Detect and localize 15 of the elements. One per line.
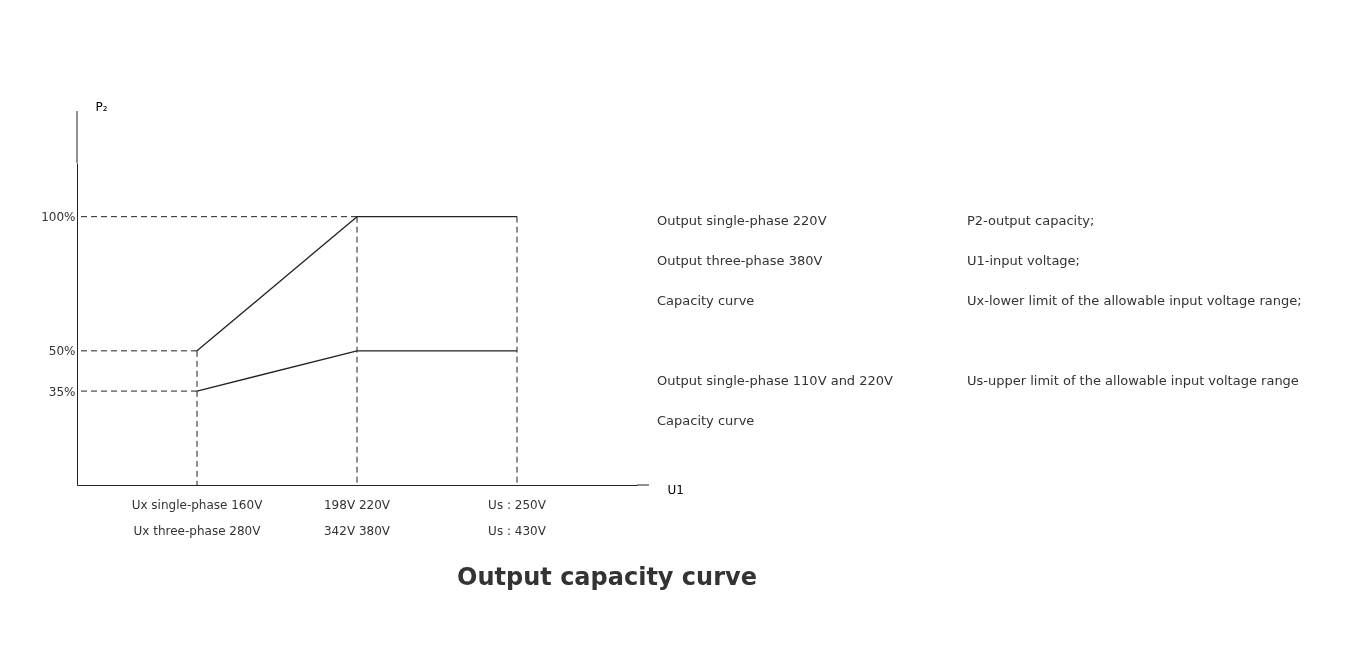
x-tick-label: Us : 250V Us : 430V	[488, 497, 547, 538]
y-axis-title: P₂	[95, 99, 108, 114]
text: Output capacity curve	[457, 563, 757, 591]
text: U1-input voltage;	[967, 253, 1081, 268]
text: Us-upper limit of the allowable input voltage range	[967, 373, 1299, 388]
x-tick-label: 198V 220V 342V 380V	[323, 497, 391, 538]
text: Output single-phase 220V Output three-phase 380V Capacity curve	[657, 213, 827, 308]
y-tick-label: 50%	[48, 344, 76, 359]
x-axis-title: U1	[667, 482, 684, 497]
y-tick-label: 35%	[48, 384, 76, 399]
text: P2-output capacity;	[967, 213, 1095, 228]
text: Ux-lower limit of the allowable input voltage range;	[967, 293, 1302, 308]
text: Output single-phase 110V and 220V Capacity curve	[657, 373, 893, 428]
y-tick-label: 100%	[41, 210, 76, 225]
x-tick-label: Ux single-phase 160V Ux three-phase 280V	[131, 497, 264, 538]
